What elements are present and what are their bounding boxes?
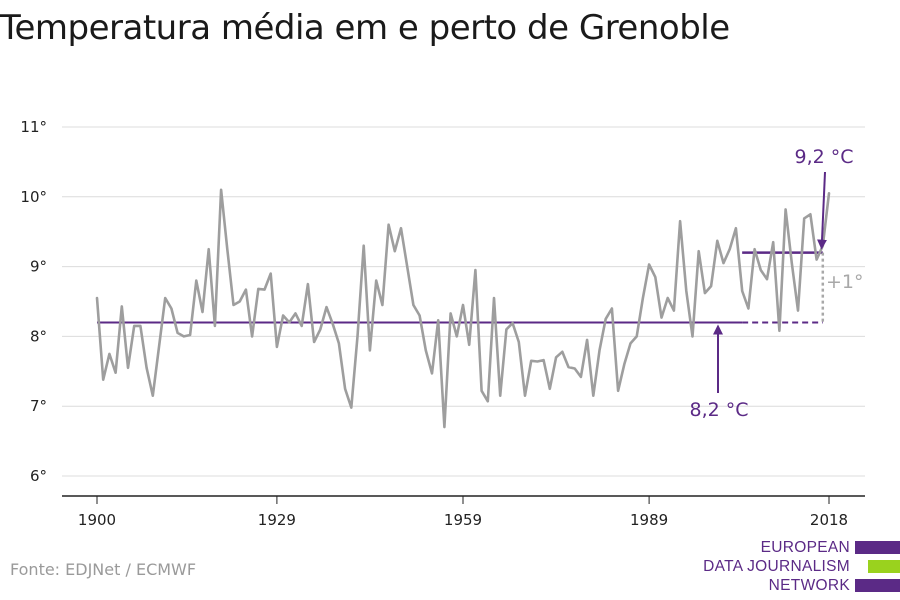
logo-bar-purple-bottom [855,579,900,592]
y-tick-label-10: 10° [20,188,47,206]
y-tick-label-8: 8° [30,327,47,345]
y-tick-label-6: 6° [30,467,47,485]
logo-line-2: DATA JOURNALISM [703,558,850,575]
logo-bar-purple-top [855,541,900,554]
baseline-label: 8,2 °C [689,399,748,421]
chart-title: Temperatura média em e perto de Grenoble [0,8,730,48]
x-tick-label-1959: 1959 [444,511,482,529]
y-tick-label-9: 9° [30,258,47,276]
temperature-series-line [95,188,831,429]
y-axis-tick-labels: 6° 7° 8° 9° 10° 11° [20,118,47,485]
difference-label: +1° [826,271,864,293]
recent-mean-arrow [817,171,828,250]
x-tick-label-1929: 1929 [258,511,296,529]
y-tick-label-7: 7° [30,397,47,415]
series-layer [95,188,831,429]
logo-bar-green [868,560,900,573]
logo-line-1: EUROPEAN [760,539,850,556]
source-note: Fonte: EDJNet / ECMWF [10,560,197,579]
y-tick-label-11: 11° [20,118,47,136]
edjnet-logo: EUROPEAN DATA JOURNALISM NETWORK [700,538,900,598]
x-axis: 1900 1929 1959 1989 2018 [62,495,865,529]
x-tick-label-2018: 2018 [810,511,848,529]
recent-mean-label: 9,2 °C [794,146,853,168]
x-tick-label-1900: 1900 [78,511,116,529]
x-tick-label-1989: 1989 [630,511,668,529]
annotations: 9,2 °C 8,2 °C +1° [689,146,863,421]
logo-line-3: NETWORK [768,577,850,594]
gridlines [62,126,865,477]
